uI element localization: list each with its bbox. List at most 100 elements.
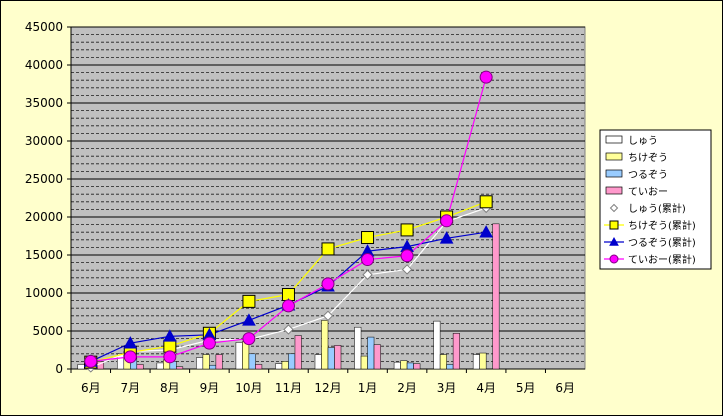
legend-marker	[609, 254, 619, 264]
x-tick-label: 6月	[555, 381, 575, 395]
legend-label: ていおー(累計)	[628, 253, 696, 266]
bar	[479, 352, 487, 370]
line-point	[479, 225, 494, 238]
x-tick-label: 7月	[120, 381, 140, 395]
y-tick-label: 35000	[25, 96, 63, 110]
bar	[354, 326, 362, 370]
x-tick-label: 9月	[200, 381, 220, 395]
legend-swatch	[605, 135, 623, 144]
x-tick-label: 1月	[358, 381, 378, 395]
line-point	[163, 350, 177, 364]
bar	[446, 364, 454, 370]
line-point	[479, 195, 493, 209]
line-point	[439, 231, 454, 244]
bar	[492, 223, 500, 370]
bar	[288, 353, 296, 370]
bar	[196, 357, 204, 370]
bar	[202, 354, 210, 370]
bar	[321, 320, 329, 370]
bar	[413, 363, 421, 370]
y-tick-label: 20000	[25, 210, 63, 224]
x-tick-label: 6月	[81, 381, 101, 395]
bar	[255, 364, 263, 370]
line-point	[321, 242, 335, 256]
y-tick-label: 0	[55, 362, 63, 376]
line-point	[242, 332, 256, 346]
line-point	[123, 350, 137, 364]
bar	[334, 345, 342, 370]
legend-label: つるぞう(累計)	[628, 236, 696, 249]
bar	[367, 336, 375, 370]
line-point	[400, 223, 414, 237]
bar	[400, 360, 408, 370]
line-point	[400, 249, 414, 263]
line-point	[321, 277, 335, 291]
line-point	[202, 336, 216, 350]
line-point	[242, 294, 256, 308]
x-tick-label: 5月	[516, 381, 536, 395]
line-point	[322, 310, 334, 322]
bar	[156, 362, 164, 370]
bar	[77, 364, 85, 370]
bar	[281, 361, 289, 370]
line-point	[361, 231, 375, 245]
legend-label: しゅう	[628, 135, 658, 147]
x-tick-label: 2月	[397, 381, 417, 395]
bar	[242, 341, 250, 370]
y-tick-label: 45000	[25, 20, 63, 34]
legend-swatch	[605, 186, 623, 195]
y-tick-label: 10000	[25, 286, 63, 300]
bar	[215, 354, 223, 370]
bar	[294, 335, 302, 370]
legend-label: ていおー	[628, 186, 668, 198]
bar	[393, 361, 401, 370]
bar	[439, 354, 447, 370]
legend-marker	[609, 220, 619, 230]
bar	[136, 364, 144, 370]
y-tick-label: 30000	[25, 134, 63, 148]
legend-label: つるぞう	[628, 169, 668, 181]
x-tick-label: 11月	[275, 381, 302, 395]
x-tick-label: 10月	[235, 381, 262, 395]
line-point	[362, 269, 373, 280]
bar	[433, 320, 441, 370]
line-point	[242, 313, 256, 326]
x-tick-label: 3月	[437, 381, 457, 395]
legend-label: しゅう(累計)	[628, 202, 686, 215]
bar	[209, 364, 217, 370]
legend-marker	[609, 236, 619, 246]
y-tick-label: 15000	[25, 248, 63, 262]
legend-label: ちけぞう	[628, 152, 668, 164]
y-tick-label: 40000	[25, 58, 63, 72]
line-point	[123, 336, 138, 349]
bar	[235, 342, 243, 370]
line-point	[162, 329, 177, 342]
bar	[176, 366, 184, 370]
x-tick-label: 4月	[476, 381, 496, 395]
legend-marker	[609, 203, 619, 213]
bar	[472, 354, 480, 370]
legend-swatch	[605, 152, 623, 161]
line-point	[283, 324, 294, 335]
line-point	[479, 70, 493, 84]
y-tick-label: 5000	[32, 324, 63, 338]
legend-label: ちけぞう(累計)	[628, 219, 696, 232]
line-point	[84, 354, 98, 368]
x-tick-label: 12月	[314, 381, 341, 395]
bar	[452, 333, 460, 370]
bar	[327, 347, 335, 370]
bar	[406, 362, 414, 370]
bar	[360, 355, 368, 370]
line-point	[361, 253, 375, 267]
bar	[314, 354, 322, 370]
x-tick-label: 8月	[160, 381, 180, 395]
line-point	[281, 299, 295, 313]
y-tick-label: 25000	[25, 172, 63, 186]
line-point	[440, 214, 454, 228]
bar	[248, 353, 256, 370]
bar	[373, 344, 381, 370]
legend-swatch	[605, 169, 623, 178]
bar	[275, 363, 283, 370]
